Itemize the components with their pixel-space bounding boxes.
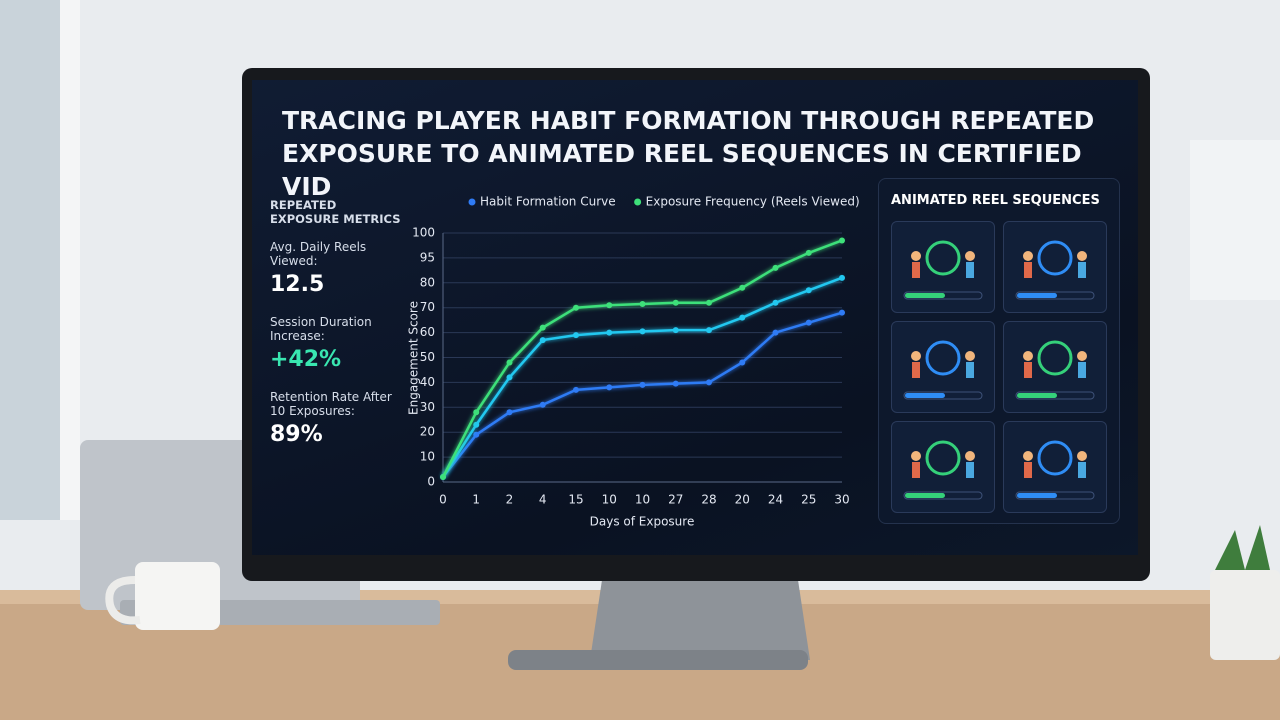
reel-illustration <box>903 240 983 300</box>
data-point <box>506 374 513 381</box>
x-tick-label: 1 <box>472 493 480 507</box>
x-tick-label: 27 <box>668 493 683 507</box>
x-tick-label: 10 <box>635 493 650 507</box>
reel-card[interactable] <box>891 321 995 413</box>
reel-card[interactable] <box>1003 421 1107 513</box>
data-point <box>772 299 779 306</box>
data-point <box>539 337 546 344</box>
data-point <box>506 409 513 416</box>
y-axis-label: Engagement Score <box>407 301 421 415</box>
data-point <box>839 237 845 244</box>
screen: TRACING PLAYER HABIT FORMATION THROUGH R… <box>252 80 1138 555</box>
series-line <box>441 239 843 478</box>
reel-card[interactable] <box>1003 221 1107 313</box>
reel-card[interactable] <box>891 421 995 513</box>
x-tick-label: 4 <box>539 493 547 507</box>
data-point <box>805 249 812 256</box>
data-point <box>739 359 746 366</box>
reel-card[interactable] <box>1003 321 1107 413</box>
legend-marker <box>468 198 476 206</box>
metrics-heading: REPEATED EXPOSURE METRICS <box>270 198 401 226</box>
data-point <box>606 384 613 391</box>
data-point <box>606 329 613 336</box>
data-point <box>739 314 746 321</box>
data-point <box>805 287 812 294</box>
chart: Engagement Score Days of Exposure 010203… <box>407 195 860 529</box>
metric-label: Retention Rate After 10 Exposures: <box>270 390 392 418</box>
data-point <box>573 332 579 339</box>
y-tick-label: 20 <box>420 425 435 439</box>
data-point <box>473 431 480 438</box>
reel-illustration <box>1015 240 1095 300</box>
y-tick-label: 50 <box>420 350 435 364</box>
y-tick-label: 40 <box>420 375 435 389</box>
data-point <box>772 329 779 336</box>
data-point <box>805 319 812 326</box>
y-tick-label: 10 <box>420 450 435 464</box>
title-line: TRACING PLAYER HABIT FORMATION THROUGH R… <box>282 106 1095 135</box>
legend-marker <box>634 198 642 206</box>
reel-illustration <box>1015 440 1095 500</box>
data-point <box>539 324 546 331</box>
metric-value: 89% <box>270 422 323 447</box>
data-point <box>839 274 845 281</box>
y-tick-label: 80 <box>420 275 435 289</box>
data-point <box>672 299 679 306</box>
x-tick-label: 15 <box>568 493 583 507</box>
data-point <box>639 328 646 335</box>
metric-label: Session Duration Increase: <box>270 315 372 343</box>
data-point <box>639 300 646 307</box>
data-point <box>440 474 446 481</box>
title-line: EXPOSURE TO ANIMATED REEL SEQUENCES IN C… <box>282 139 1082 201</box>
reel-panel-title: ANIMATED REEL SEQUENCES <box>891 193 1100 208</box>
y-tick-label: 95 <box>420 250 435 264</box>
x-axis-label: Days of Exposure <box>590 515 695 529</box>
data-point <box>706 327 712 334</box>
y-tick-label: 70 <box>420 300 435 314</box>
series-line <box>442 311 843 478</box>
y-tick-label: 30 <box>420 400 435 414</box>
x-tick-label: 0 <box>439 493 447 507</box>
data-point <box>506 359 513 366</box>
data-point <box>606 302 613 309</box>
legend-label: Habit Formation Curve <box>480 195 616 209</box>
y-tick-label: 100 <box>412 226 435 240</box>
metric-label: Avg. Daily Reels Viewed: <box>270 240 367 268</box>
data-point <box>573 304 579 311</box>
data-point <box>473 421 480 428</box>
reel-card[interactable] <box>891 221 995 313</box>
reel-panel: ANIMATED REEL SEQUENCES <box>878 178 1120 524</box>
data-point <box>739 284 746 291</box>
legend-label: Exposure Frequency (Reels Viewed) <box>646 195 860 209</box>
y-tick-label: 0 <box>427 475 435 489</box>
data-point <box>573 386 579 393</box>
metrics: REPEATED EXPOSURE METRICS Avg. Daily Ree… <box>270 198 405 465</box>
reel-illustration <box>903 340 983 400</box>
y-tick-label: 60 <box>420 325 435 339</box>
data-point <box>706 299 712 306</box>
data-point <box>539 401 546 408</box>
reel-illustration <box>1015 340 1095 400</box>
x-tick-label: 20 <box>735 493 750 507</box>
x-tick-label: 24 <box>768 493 783 507</box>
metric-value: 12.5 <box>270 272 325 297</box>
data-point <box>706 379 712 386</box>
x-tick-label: 28 <box>701 493 716 507</box>
x-tick-label: 2 <box>506 493 514 507</box>
x-tick-label: 30 <box>834 493 849 507</box>
x-tick-label: 10 <box>602 493 617 507</box>
metric-value: +42% <box>270 347 342 372</box>
data-point <box>839 309 845 316</box>
title: TRACING PLAYER HABIT FORMATION THROUGH R… <box>282 104 1122 203</box>
reel-illustration <box>903 440 983 500</box>
data-point <box>672 380 679 387</box>
data-point <box>672 327 679 334</box>
x-tick-label: 25 <box>801 493 816 507</box>
data-point <box>639 381 646 388</box>
data-point <box>473 409 480 416</box>
data-point <box>772 264 779 271</box>
